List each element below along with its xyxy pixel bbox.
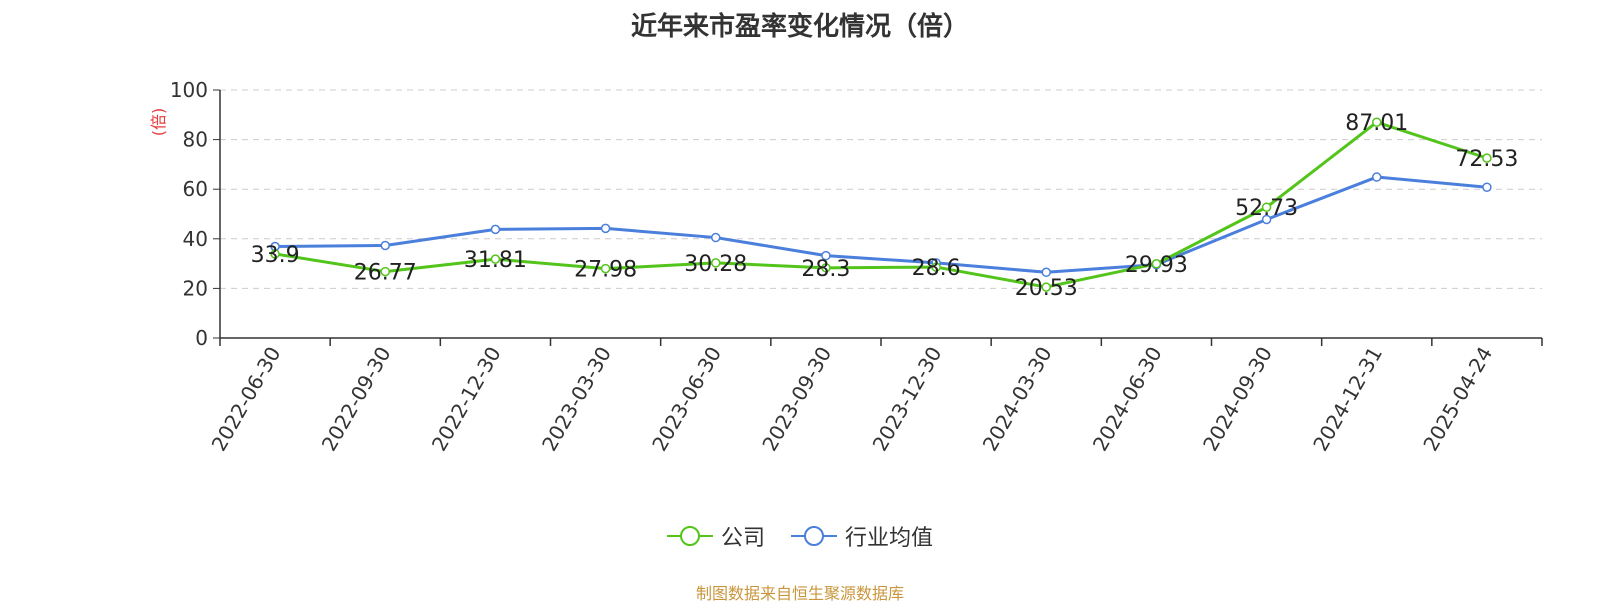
x-tick-label: 2024-06-30 <box>1088 343 1167 456</box>
company-line <box>274 120 1488 289</box>
y-tick-label: 100 <box>170 78 208 102</box>
x-tick-label: 2022-09-30 <box>317 343 396 456</box>
company-point <box>821 263 831 273</box>
company-data-label: 28.6 <box>912 256 961 281</box>
x-tick-label: 2022-06-30 <box>207 343 286 456</box>
x-tick-label: 2024-03-30 <box>978 343 1057 456</box>
industry-point <box>600 223 611 234</box>
series-lines <box>270 117 1492 292</box>
legend-industry-marker-icon <box>791 526 837 546</box>
industry-point <box>1261 214 1272 225</box>
industry-point <box>711 232 721 243</box>
y-axis-label: (倍) <box>149 108 168 137</box>
y-tick-label: 60 <box>183 177 208 201</box>
company-data-label: 29.93 <box>1125 253 1188 278</box>
data-labels: 33.9 26.77 31.81 27.98 30.28 28.3 28.6 20.53 29.… <box>251 111 1519 301</box>
company-data-label: 20.53 <box>1015 276 1078 301</box>
y-tick-label: 80 <box>183 128 208 152</box>
x-tick-label: 2024-12-31 <box>1308 343 1387 456</box>
legend-label-industry: 行业均值 <box>845 526 934 551</box>
company-point <box>270 249 280 259</box>
y-tick-label: 20 <box>183 276 208 300</box>
y-tick-label: 0 <box>195 326 208 350</box>
company-data-label: 72.53 <box>1455 147 1518 172</box>
x-tick-label: 2023-09-30 <box>757 343 836 456</box>
industry-line <box>275 175 1488 274</box>
company-data-label: 26.77 <box>354 261 417 286</box>
x-tick-label: 2024-09-30 <box>1198 343 1277 456</box>
y-tick-label: 40 <box>183 227 208 251</box>
x-tick-label: 2023-03-30 <box>537 343 616 456</box>
company-point <box>1482 153 1492 163</box>
industry-point <box>1372 172 1382 182</box>
company-point <box>380 266 390 277</box>
chart-title: 近年来市盈率变化情况（倍） <box>630 12 969 42</box>
company-point <box>711 258 721 268</box>
company-point <box>600 263 611 274</box>
x-tick-label: 2023-12-30 <box>868 342 947 455</box>
legend-item-industry[interactable]: 行业均值 <box>791 520 933 552</box>
company-data-label: 27.98 <box>574 258 637 283</box>
company-point <box>1261 202 1272 212</box>
company-point <box>1151 259 1162 269</box>
industry-point <box>821 250 831 261</box>
company-data-label: 33.9 <box>251 243 300 268</box>
company-point <box>931 262 941 272</box>
company-data-label: 30.28 <box>684 252 747 277</box>
x-tick-label: 2025-04-24 <box>1418 343 1497 456</box>
legend-label-company: 公司 <box>720 526 765 551</box>
company-point <box>490 254 501 264</box>
x-tick-label: 2023-06-30 <box>647 343 726 456</box>
company-point <box>1041 282 1051 292</box>
company-point <box>1372 117 1382 127</box>
legend-company-marker-icon <box>666 526 713 546</box>
company-data-label: 28.3 <box>801 257 850 282</box>
industry-point <box>380 240 390 251</box>
company-data-label: 31.81 <box>464 248 527 273</box>
company-data-label: 52.73 <box>1235 196 1298 221</box>
industry-point <box>1041 267 1051 278</box>
legend: 公司 行业均值 <box>0 520 1600 552</box>
industry-point <box>1482 182 1492 192</box>
industry-point <box>490 224 501 235</box>
source-note: 制图数据来自恒生聚源数据库 <box>695 584 904 603</box>
company-data-label: 87.01 <box>1345 111 1408 136</box>
x-tick-label: 2022-12-30 <box>427 342 506 455</box>
legend-item-company[interactable]: 公司 <box>666 520 765 552</box>
